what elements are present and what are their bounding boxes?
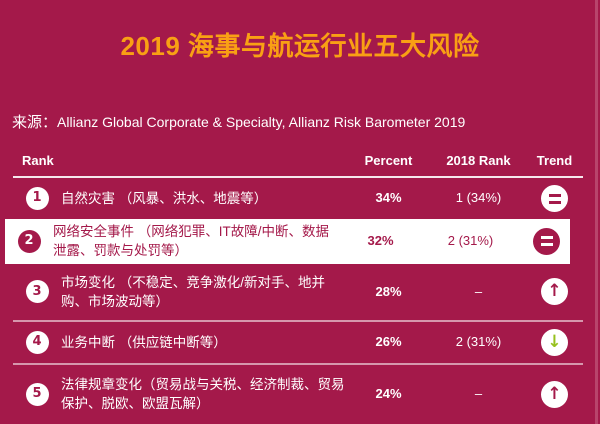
rank-2018-value: 2 (31%) [447,233,494,248]
risk-name: 网络安全事件 （网络犯罪、IT故障/中断、数据泄露、罚款与处罚等） [53,224,329,259]
trend-up-icon: ↑ [541,380,568,408]
source-label: 来源： [12,114,58,131]
rank-2018-value: 1 (34%) [455,190,502,206]
rank-2018-value: 2 (31%) [455,334,502,350]
source-text: Allianz Global Corporate & Specialty, Al… [57,114,466,130]
equal-glyph [540,236,553,247]
up-arrow-glyph: ↑ [547,383,562,404]
rank-badge: 4 [25,331,49,355]
up-arrow-glyph: ↑ [547,281,562,302]
header-2018-rank: 2018 Rank [446,153,511,168]
rank-badge: 5 [25,382,49,406]
risk-table: Rank Percent 2018 Rank Trend 1 自然灾害 （风暴、… [5,153,583,424]
table-row: 3 市场变化 （不稳定、竞争激化/新对手、地并购、市场波动等） 28% – ↑ [13,264,583,323]
risk-name: 市场变化 （不稳定、竞争激化/新对手、地并购、市场波动等） [61,274,326,309]
source-line: 来源：Allianz Global Corporate & Specialty,… [12,111,600,132]
table-row: 5 法律规章变化（贸易战与关税、经济制裁、贸易保护、脱欧、欧盟瓦解） 24% –… [13,365,583,424]
equal-glyph [548,193,561,204]
percent-value: 34% [375,190,402,206]
table-row: 2 网络安全事件 （网络犯罪、IT故障/中断、数据泄露、罚款与处罚等） 32% … [5,219,570,264]
table-row: 1 自然灾害 （风暴、洪水、地震等） 34% 1 (34%) [13,178,583,219]
risk-name: 自然灾害 （风暴、洪水、地震等） [61,190,268,206]
percent-value: 24% [375,386,402,402]
risk-name: 法律规章变化（贸易战与关税、经济制裁、贸易保护、脱欧、欧盟瓦解） [61,377,345,412]
percent-value: 28% [375,283,402,299]
rank-badge: 3 [25,280,49,304]
rank-2018-value: – [474,283,483,299]
trend-equal-icon [533,227,560,255]
rank-badge: 2 [17,229,41,253]
rank-2018-value: – [474,386,483,402]
table-body: 1 自然灾害 （风暴、洪水、地震等） 34% 1 (34%) 2 网络安全事件 … [5,178,583,424]
percent-value: 26% [375,334,402,350]
trend-equal-icon [541,185,568,212]
trend-up-icon: ↑ [541,278,568,306]
header-trend: Trend [536,153,573,168]
trend-down-icon: ↓ [541,329,568,357]
rank-badge: 1 [25,187,49,210]
header-percent: Percent [364,153,413,168]
table-header-row: Rank Percent 2018 Rank Trend [13,153,583,178]
percent-value: 32% [367,233,394,248]
page-right-edge [595,0,598,424]
page-title: 2019 海事与航运行业五大风险 [120,31,480,61]
table-row: 4 业务中断 （供应链中断等） 26% 2 (31%) ↓ [13,322,583,366]
down-arrow-glyph: ↓ [547,332,562,353]
header-rank: Rank [22,153,54,168]
risk-name: 业务中断 （供应链中断等） [61,335,227,351]
